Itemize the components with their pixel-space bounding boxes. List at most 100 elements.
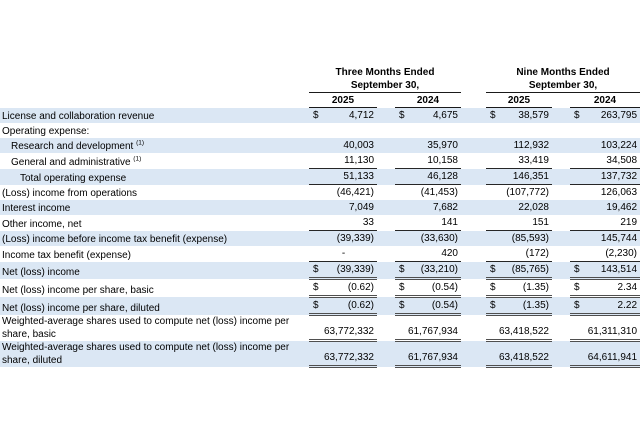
cell-value: 145,744 xyxy=(600,233,638,244)
column-gap xyxy=(552,297,570,315)
value-cell: (107,772) xyxy=(486,185,552,201)
cell-value: (33,210) xyxy=(420,264,458,275)
row-label: Operating expense: xyxy=(2,126,90,137)
period-group-subtitle-header: September 30, xyxy=(309,79,461,93)
value-cell: 22,028 xyxy=(486,200,552,215)
header-gap xyxy=(461,66,486,79)
cell-value: 34,508 xyxy=(606,155,638,166)
column-gap xyxy=(461,138,486,153)
column-gap xyxy=(461,108,486,124)
value-cell: 146,351 xyxy=(486,168,552,185)
period-group-title-header: Nine Months Ended xyxy=(516,67,610,78)
cell-value: (39,339) xyxy=(336,264,374,275)
value-cell: 103,224 xyxy=(570,138,640,153)
cell-value: 11,130 xyxy=(344,155,374,166)
column-gap xyxy=(377,153,395,169)
cell-value: 146,351 xyxy=(512,171,549,182)
row-label: Research and development (1) xyxy=(11,139,145,152)
column-gap xyxy=(377,185,395,201)
dollar-sign: $ xyxy=(574,282,580,293)
header-row: Three Months Ended Nine Months Ended xyxy=(0,66,640,79)
value-cell xyxy=(570,123,640,138)
value-cell: 7,049 xyxy=(309,200,377,215)
dollar-sign: $ xyxy=(399,110,405,121)
table-header: Three Months Ended Nine Months Ended Septe… xyxy=(0,66,640,108)
column-gap xyxy=(377,315,395,341)
cell-value: 33 xyxy=(362,217,374,228)
dollar-sign: $ xyxy=(490,110,496,121)
dollar-sign: $ xyxy=(574,300,580,311)
value-cell: 10,158 xyxy=(395,153,461,169)
column-gap xyxy=(377,341,395,367)
value-cell: $2.34 xyxy=(570,278,640,298)
value-cell: 219 xyxy=(570,215,640,231)
cell-value: 126,063 xyxy=(600,187,638,198)
value-cell: (46,421) xyxy=(309,185,377,201)
footnote-marker: (1) xyxy=(133,155,142,163)
cell-value: 64,611,941 xyxy=(587,352,638,363)
cell-value: 219 xyxy=(620,217,638,228)
column-gap xyxy=(377,169,395,185)
column-gap xyxy=(461,341,486,367)
column-gap xyxy=(461,231,486,247)
column-gap xyxy=(461,169,486,185)
cell-value: 63,772,332 xyxy=(323,352,374,363)
value-cell: $143,514 xyxy=(570,261,640,280)
cell-value: 141 xyxy=(441,217,458,228)
column-gap xyxy=(552,262,570,279)
value-cell: (33,630) xyxy=(395,231,461,247)
row-label: Net (loss) income xyxy=(2,266,80,278)
header-row: 2025 2024 2025 2024 xyxy=(0,92,640,108)
table-row: Net (loss) income per share, basic $ (0.62… xyxy=(0,278,640,298)
table-row: Total operating expense 51,133 46,128 146,3… xyxy=(0,168,640,185)
cell-value: (0.62) xyxy=(347,282,374,293)
financial-statement-sheet: Three Months Ended Nine Months Ended Septe… xyxy=(0,66,640,368)
cell-value: (0.62) xyxy=(347,300,374,311)
value-cell: 112,932 xyxy=(486,138,552,153)
row-label: License and collaboration revenue xyxy=(2,111,155,122)
cell-value: (1.35) xyxy=(522,300,549,311)
column-gap xyxy=(461,246,486,262)
cell-value: 38,579 xyxy=(518,110,549,121)
value-cell: 46,128 xyxy=(395,168,461,185)
cell-value: 22,028 xyxy=(518,202,549,213)
column-gap xyxy=(552,185,570,201)
value-cell: (85,593) xyxy=(486,231,552,247)
cell-value: 2.34 xyxy=(617,282,638,293)
cell-value: 40,003 xyxy=(343,140,374,151)
year-header: 2024 xyxy=(395,92,461,108)
row-label: Weighted-average shares used to compute … xyxy=(2,315,290,340)
cell-value: 46,128 xyxy=(427,171,458,182)
value-cell: (41,453) xyxy=(395,185,461,201)
cell-value: 61,767,934 xyxy=(407,326,458,337)
cell-value: 263,795 xyxy=(600,110,638,121)
cell-value: 151 xyxy=(532,217,549,228)
value-cell: 40,003 xyxy=(309,138,377,153)
cell-value: (46,421) xyxy=(336,187,374,198)
value-cell: $ (0.62) xyxy=(309,278,377,298)
value-cell: $ (0.62) xyxy=(309,296,377,316)
value-cell: 141 xyxy=(395,215,461,231)
value-cell: - xyxy=(309,246,377,262)
column-gap xyxy=(552,200,570,215)
column-gap xyxy=(552,341,570,367)
value-cell: (172) xyxy=(486,246,552,262)
column-gap xyxy=(461,200,486,215)
row-label: Other income, net xyxy=(2,218,82,230)
column-gap xyxy=(552,315,570,341)
value-cell: 61,311,310 xyxy=(570,314,640,342)
value-cell: $ (1.35) xyxy=(486,296,552,316)
dollar-sign: $ xyxy=(399,300,405,311)
value-cell: 34,508 xyxy=(570,153,640,169)
table-row: Weighted-average shares used to compute … xyxy=(0,340,640,368)
column-gap xyxy=(377,279,395,297)
column-gap xyxy=(377,262,395,279)
dollar-sign: $ xyxy=(490,282,496,293)
year-header: 2025 xyxy=(309,92,377,108)
column-gap xyxy=(377,108,395,124)
column-gap xyxy=(552,153,570,169)
header-gap xyxy=(461,79,486,93)
column-gap xyxy=(461,215,486,231)
value-cell xyxy=(309,123,377,138)
column-gap xyxy=(552,108,570,124)
